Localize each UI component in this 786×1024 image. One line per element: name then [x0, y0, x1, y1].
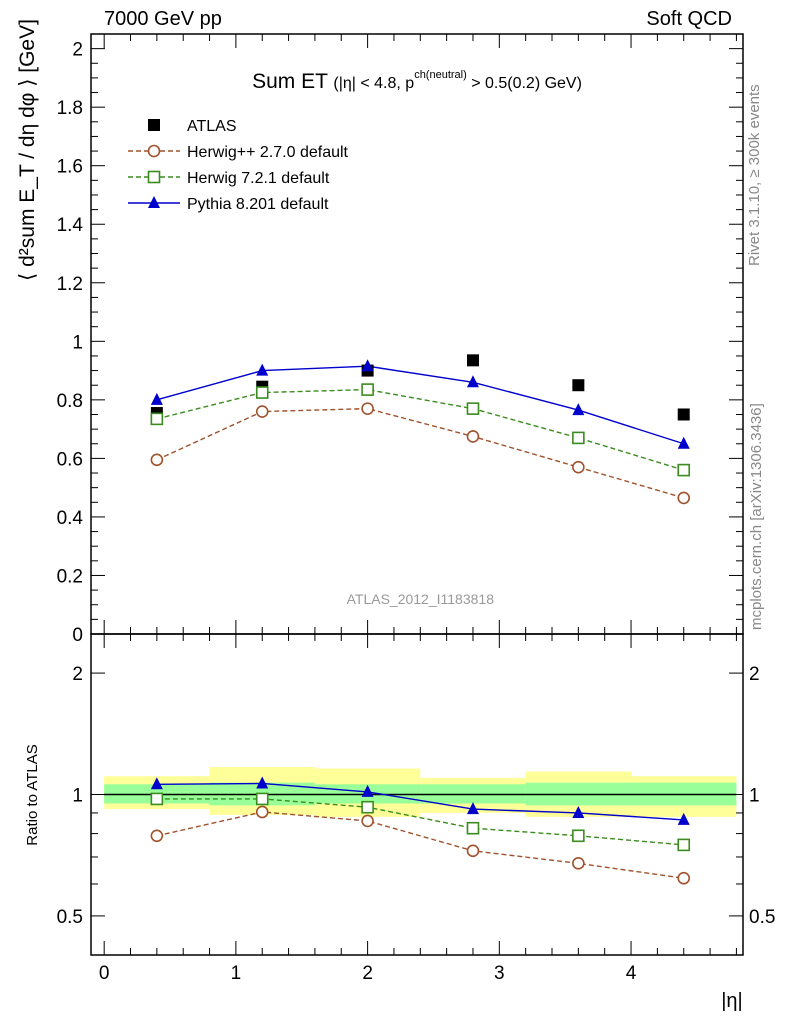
legend-marker-1 [147, 144, 161, 158]
main-point-s3-4 [572, 403, 585, 416]
main-y-tick-label: 1.8 [57, 98, 83, 119]
main-point-s3-2 [361, 359, 374, 372]
legend-label-1: Herwig++ 2.7.0 default [187, 144, 349, 161]
main-y-tick-label: 1.6 [57, 157, 83, 178]
main-point-s2-4 [572, 431, 585, 445]
main-series-line-3 [156, 365, 684, 445]
main-point-s1-5 [677, 491, 691, 505]
collision-label: 7000 GeV pp [104, 8, 222, 30]
ratio-point-s0-2 [361, 814, 374, 828]
main-point-s1-0 [150, 453, 164, 467]
main-point-s1-4 [572, 460, 585, 474]
ratio-point-s2-5 [677, 812, 690, 825]
ratio-y-tick-label-right: 0.5 [749, 907, 775, 928]
x-tick-label: 1 [231, 963, 242, 984]
ratio-point-s1-3 [466, 821, 480, 835]
ratio-y-axis-label: Ratio to ATLAS [24, 744, 41, 845]
main-point-s3-5 [677, 436, 690, 449]
x-tick-label: 4 [626, 963, 637, 984]
main-point-s0-5 [677, 408, 690, 421]
main-y-tick-label: 0.8 [57, 391, 83, 412]
main-point-s0-3 [466, 354, 479, 367]
ratio-y-tick-label: 2 [72, 664, 83, 685]
main-point-s2-1 [255, 386, 269, 399]
ratio-point-s0-5 [677, 871, 691, 885]
x-tick-label: 3 [494, 963, 505, 984]
ratio-series-line-0 [156, 811, 684, 879]
main-y-tick-label: 0.4 [57, 508, 84, 529]
legend-label-0: ATLAS [187, 118, 237, 135]
main-y-tick-label: 0.6 [57, 449, 83, 470]
main-point-s2-2 [361, 383, 374, 396]
ratio-series-line-2 [156, 782, 684, 821]
ratio-series-line-1 [156, 798, 684, 846]
main-series-line-2 [156, 388, 684, 471]
ratio-point-s1-1 [255, 792, 269, 806]
legend-marker-3 [148, 196, 160, 208]
ratio-point-s1-0 [150, 792, 164, 806]
main-y-tick-label: 0.2 [57, 566, 83, 587]
main-title: Sum ET (|η| < 4.8, pch(neutral) > 0.5(0.… [252, 69, 582, 93]
process-label: Soft QCD [646, 8, 732, 30]
main-panel: ATLAS_2012_I1183818 [150, 354, 691, 607]
ratio-y-tick-label: 1 [72, 786, 83, 807]
main-point-s0-4 [572, 379, 585, 392]
ratio-y-tick-label-right: 1 [749, 786, 760, 807]
ratio-point-s1-2 [361, 800, 374, 814]
main-y-tick-label: 1.2 [57, 274, 83, 295]
x-tick-label: 2 [362, 963, 373, 984]
ratio-y-tick-label: 0.5 [57, 907, 83, 928]
main-point-s1-2 [361, 402, 374, 415]
main-y-tick-label: 2 [72, 40, 83, 61]
legend-marker-0 [148, 119, 160, 131]
main-point-s2-0 [150, 412, 164, 426]
ratio-point-s1-5 [677, 838, 691, 852]
ratio-panel [104, 766, 737, 885]
main-y-tick-label: 1.4 [57, 215, 84, 236]
ratio-point-s2-4 [572, 805, 585, 818]
x-tick-label: 0 [99, 963, 110, 984]
ratio-point-s0-3 [466, 844, 480, 858]
plot-text: 0 0.2 0.4 0.6 0.8 1 1.2 1.4 1.6 1.8 2 0.5 0.5 1 1 2 2 0 1 2… [16, 19, 775, 1012]
main-point-s3-3 [466, 375, 479, 388]
main-series-line-1 [156, 407, 684, 499]
legend-label-3: Pythia 8.201 default [187, 196, 329, 213]
ratio-point-s2-1 [256, 776, 269, 789]
analysis-watermark: ATLAS_2012_I1183818 [347, 591, 495, 607]
main-point-s3-0 [150, 392, 163, 405]
main-point-s2-5 [677, 463, 691, 477]
ratio-point-s2-0 [150, 777, 163, 790]
main-point-s1-1 [255, 405, 269, 418]
legend-marker-2 [147, 170, 161, 184]
ratio-y-tick-label-right: 2 [749, 664, 760, 685]
x-axis-label: |η| [721, 990, 743, 1012]
main-y-axis-label: ⟨ d²sum E_T / dη dφ ⟩ [GeV] [16, 19, 39, 281]
legend-label-2: Herwig 7.2.1 default [187, 170, 330, 187]
ratio-point-s0-1 [255, 805, 269, 819]
ratio-point-s0-0 [150, 829, 164, 843]
main-point-s2-3 [466, 402, 480, 415]
ratio-point-s0-4 [572, 857, 585, 870]
ratio-point-s2-3 [466, 802, 479, 815]
axes [90, 33, 744, 956]
ratio-point-s1-4 [572, 829, 585, 843]
ratio-point-s2-2 [361, 784, 374, 797]
main-y-tick-label: 1 [72, 332, 83, 353]
main-point-s1-3 [466, 430, 480, 443]
main-point-s3-1 [256, 363, 269, 376]
main-y-tick-label: 0 [72, 625, 83, 646]
